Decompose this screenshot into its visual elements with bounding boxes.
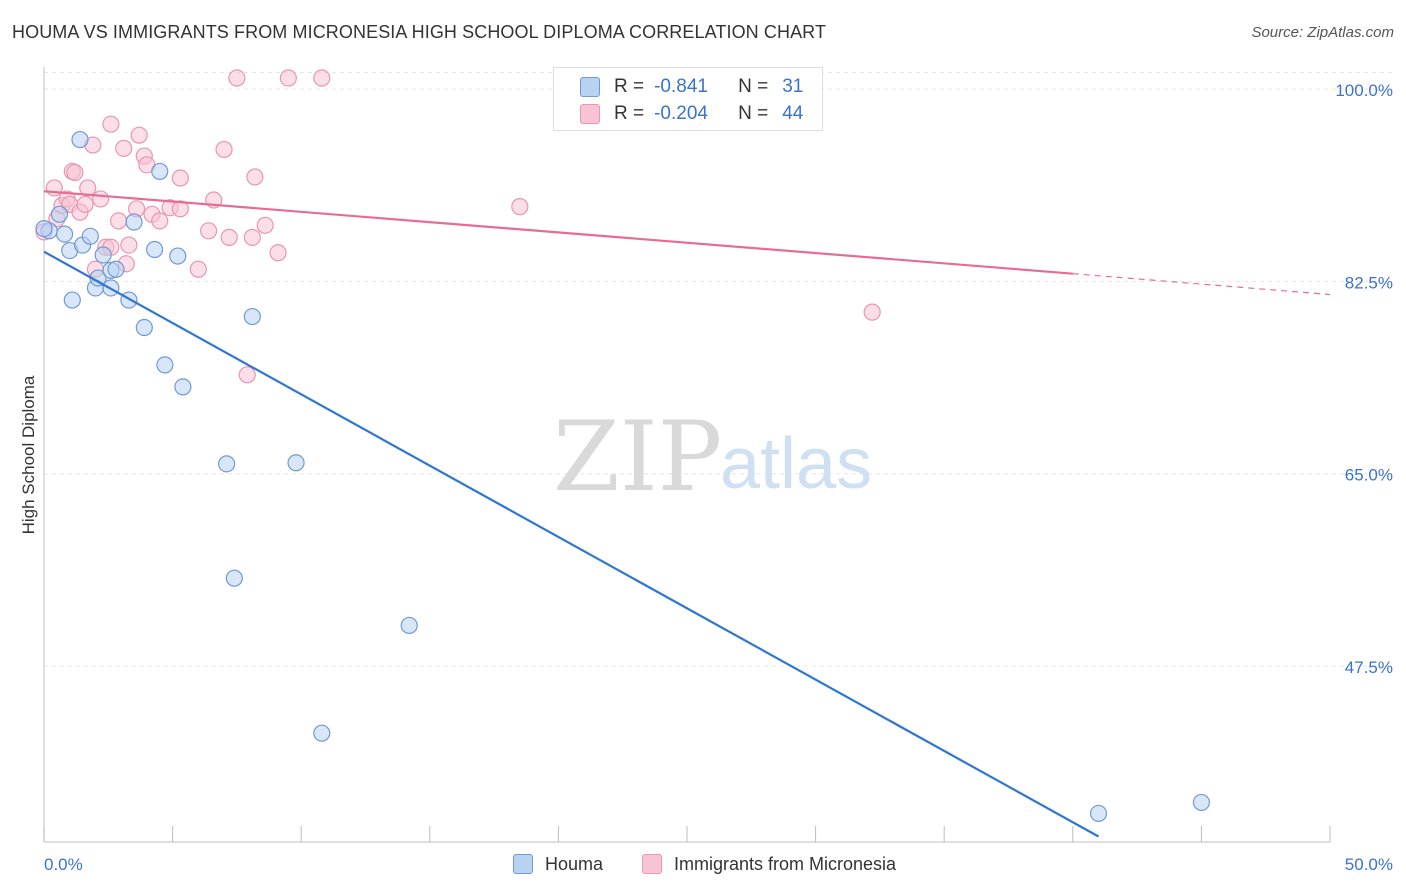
houma-point [225, 569, 243, 587]
houma-point [35, 219, 53, 238]
micronesia-point [102, 115, 120, 133]
houma-point [156, 356, 174, 374]
houma-point [400, 616, 418, 635]
houma-point [145, 240, 164, 259]
houma-point [71, 130, 89, 149]
micronesia-point [109, 212, 128, 230]
micronesia-points [35, 69, 881, 384]
micronesia-point [269, 244, 287, 262]
houma-point [313, 724, 331, 742]
houma-point [174, 378, 192, 396]
houma-point [55, 225, 74, 243]
houma-point [243, 307, 261, 326]
micronesia-point [313, 69, 331, 87]
micronesia-point [228, 69, 246, 87]
micronesia-point [238, 366, 256, 384]
legend-row-houma: R = -0.841 N = 31 [554, 74, 803, 100]
micronesia-point [171, 169, 189, 187]
micronesia-point [79, 179, 97, 197]
bottom-legend-houma: Houma [513, 850, 603, 878]
y-tick-label: 47.5% [1345, 658, 1393, 677]
houma-n-value: 31 [782, 76, 804, 97]
micronesia-point [863, 303, 881, 321]
correlation-legend: R = -0.841 N = 31 R = -0.204 N = 44 [553, 67, 823, 131]
houma-point [1089, 804, 1108, 823]
houma-legend-swatch [513, 854, 533, 874]
watermark-atlas: atlas [720, 424, 872, 504]
houma-r-label: R = [614, 76, 645, 97]
houma-legend-label: Houma [545, 853, 604, 874]
micronesia-legend-swatch [642, 854, 662, 874]
micronesia-point [130, 126, 148, 144]
micronesia-trend-line [43, 190, 1073, 275]
micronesia-trend-extension [1072, 273, 1331, 296]
micronesia-n-label: N = [738, 103, 769, 124]
micronesia-point [220, 228, 238, 246]
micronesia-swatch [580, 104, 600, 124]
houma-point [81, 227, 99, 245]
micronesia-point [256, 216, 274, 234]
houma-point [151, 162, 169, 181]
houma-r-value: -0.841 [654, 76, 708, 97]
micronesia-r-value: -0.204 [654, 103, 708, 124]
micronesia-point [511, 198, 529, 216]
x-tick-label-max: 50.0% [1345, 855, 1393, 874]
chart-title: HOUMA VS IMMIGRANTS FROM MICRONESIA HIGH… [12, 22, 827, 42]
houma-trend-line [43, 250, 1100, 838]
micronesia-point [189, 260, 207, 278]
micronesia-r-label: R = [614, 103, 645, 124]
houma-point [1192, 793, 1211, 812]
source-credit: Source: ZipAtlas.com [1251, 24, 1394, 41]
watermark: ZIP atlas [553, 401, 872, 513]
houma-point [218, 455, 236, 473]
houma-swatch [580, 77, 600, 97]
y-tick-labels: 47.5% 65.0% 82.5% 100.0% [1335, 81, 1393, 677]
micronesia-point [246, 168, 264, 186]
bottom-legend-micronesia: Immigrants from Micronesia [642, 850, 896, 878]
houma-point [125, 213, 143, 231]
micronesia-point [66, 163, 84, 182]
houma-point [169, 247, 187, 265]
y-tick-label: 100.0% [1335, 81, 1393, 100]
houma-point [63, 291, 81, 309]
micronesia-point [279, 69, 297, 87]
houma-n-label: N = [738, 76, 769, 97]
x-ticks [43, 826, 1331, 842]
micronesia-point [91, 190, 110, 208]
houma-point [94, 246, 112, 264]
micronesia-point [171, 200, 189, 218]
micronesia-point [200, 222, 218, 240]
micronesia-point [120, 236, 138, 254]
micronesia-point [243, 228, 261, 246]
micronesia-point [76, 195, 94, 214]
watermark-zip: ZIP [553, 401, 722, 513]
trend-lines [43, 190, 1331, 838]
micronesia-point [215, 140, 233, 159]
houma-point [287, 454, 305, 472]
micronesia-point [151, 212, 169, 230]
legend-row-micronesia: R = -0.204 N = 44 [554, 101, 803, 127]
y-tick-label: 65.0% [1345, 466, 1393, 485]
micronesia-n-value: 44 [782, 103, 804, 124]
houma-point [135, 318, 153, 337]
micronesia-point [115, 139, 133, 157]
houma-points [35, 130, 1211, 823]
x-tick-label-min: 0.0% [44, 855, 83, 874]
houma-point [50, 205, 69, 223]
y-tick-label: 82.5% [1345, 273, 1393, 292]
houma-point [107, 260, 125, 278]
micronesia-legend-label: Immigrants from Micronesia [674, 853, 897, 874]
